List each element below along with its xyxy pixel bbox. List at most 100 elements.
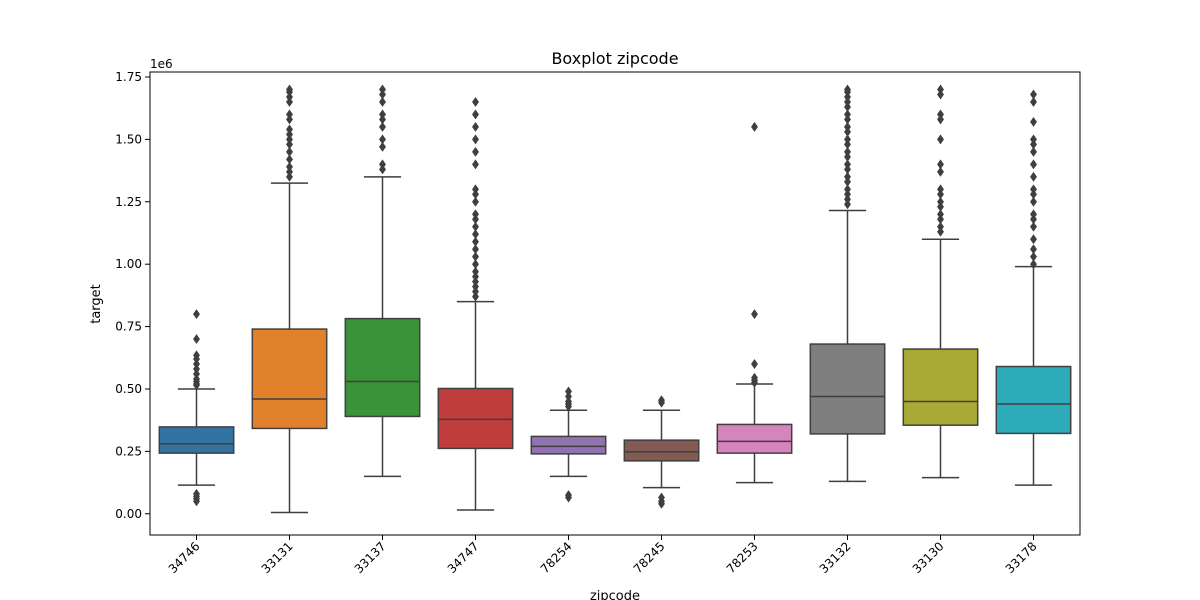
outlier-point <box>1029 146 1038 157</box>
box-group-33137 <box>344 84 421 478</box>
iqr-box <box>251 328 328 430</box>
outlier-point <box>843 171 852 182</box>
outlier-point <box>843 134 852 145</box>
outlier-point <box>471 229 480 240</box>
outlier-point <box>843 121 852 132</box>
outlier-point <box>378 84 387 95</box>
outlier-point <box>1029 196 1038 207</box>
x-tick-label: 34747 <box>445 539 482 576</box>
x-tick-label: 33178 <box>1003 539 1040 576</box>
outlier-point <box>471 184 480 195</box>
outlier-point <box>936 134 945 145</box>
outlier-point <box>936 184 945 195</box>
y-offset-label: 1e6 <box>150 57 173 71</box>
outlier-point <box>471 259 480 270</box>
plot-frame <box>149 71 1081 536</box>
x-tick-label: 34746 <box>166 539 203 576</box>
outlier-point <box>471 159 480 170</box>
outlier-point <box>285 109 294 120</box>
outlier-point <box>750 309 759 320</box>
outlier-point <box>471 121 480 132</box>
x-tick-label: 78254 <box>538 539 575 576</box>
outlier-point <box>471 134 480 145</box>
y-tick-label: 0.50 <box>115 382 142 396</box>
outlier-point <box>843 159 852 170</box>
x-tick-label: 33131 <box>259 539 296 576</box>
y-tick-label: 1.75 <box>115 70 142 84</box>
outlier-point <box>657 395 666 406</box>
x-tick-label: 33132 <box>817 539 854 576</box>
outlier-point <box>1029 184 1038 195</box>
outlier-point <box>564 490 573 501</box>
outlier-point <box>1029 251 1038 262</box>
outlier-point <box>1029 209 1038 220</box>
outlier-point <box>1029 89 1038 100</box>
box-group-34747 <box>437 96 514 511</box>
outlier-point <box>471 96 480 107</box>
outlier-point <box>192 334 201 345</box>
x-tick-label: 78245 <box>631 539 668 576</box>
iqr-box <box>995 365 1072 435</box>
outlier-point <box>471 196 480 207</box>
outlier-point <box>1029 96 1038 107</box>
box-group-78254 <box>530 386 607 503</box>
y-tick-label: 0.00 <box>115 507 142 521</box>
iqr-box <box>158 426 235 454</box>
outlier-point <box>285 84 294 95</box>
outlier-point <box>843 84 852 95</box>
box-group-33131 <box>251 84 328 514</box>
outlier-point <box>285 124 294 135</box>
outlier-point <box>285 146 294 157</box>
box-group-78253 <box>716 121 793 484</box>
box-group-33130 <box>902 84 979 479</box>
box-group-33178 <box>995 89 1072 486</box>
outlier-point <box>471 221 480 232</box>
y-tick-label: 0.75 <box>115 320 142 334</box>
outlier-point <box>936 166 945 177</box>
outlier-point <box>471 236 480 247</box>
outlier-point <box>471 146 480 157</box>
outlier-point <box>843 146 852 157</box>
y-axis-label: target <box>89 284 104 324</box>
outlier-point <box>192 350 201 361</box>
outlier-point <box>378 141 387 152</box>
outlier-point <box>471 244 480 255</box>
iqr-box <box>344 317 421 418</box>
box-group-78245 <box>623 395 700 509</box>
x-tick-label: 78253 <box>724 539 761 576</box>
outlier-point <box>378 96 387 107</box>
outlier-point <box>1029 159 1038 170</box>
outlier-point <box>1029 244 1038 255</box>
outlier-point <box>285 154 294 165</box>
outlier-point <box>471 209 480 220</box>
outlier-point <box>936 84 945 95</box>
outlier-point <box>1029 221 1038 232</box>
outlier-point <box>843 184 852 195</box>
outlier-point <box>936 209 945 220</box>
outlier-point <box>1029 259 1038 270</box>
x-tick-label: 33130 <box>910 539 947 576</box>
outlier-point <box>378 109 387 120</box>
outlier-point <box>471 266 480 277</box>
outlier-point <box>192 309 201 320</box>
x-tick-label: 33137 <box>352 539 389 576</box>
outlier-point <box>843 109 852 120</box>
outlier-point <box>471 109 480 120</box>
y-tick-label: 1.00 <box>115 257 142 271</box>
outlier-point <box>471 251 480 262</box>
outlier-point <box>1029 234 1038 245</box>
iqr-box <box>437 387 514 450</box>
box-group-33132 <box>809 84 886 483</box>
iqr-box <box>623 439 700 462</box>
outlier-point <box>936 196 945 207</box>
outlier-point <box>750 372 759 383</box>
outlier-point <box>750 121 759 132</box>
iqr-box <box>530 435 607 455</box>
iqr-box <box>902 348 979 426</box>
outlier-point <box>378 159 387 170</box>
outlier-point <box>378 134 387 145</box>
outlier-point <box>750 358 759 370</box>
outlier-point <box>936 159 945 170</box>
